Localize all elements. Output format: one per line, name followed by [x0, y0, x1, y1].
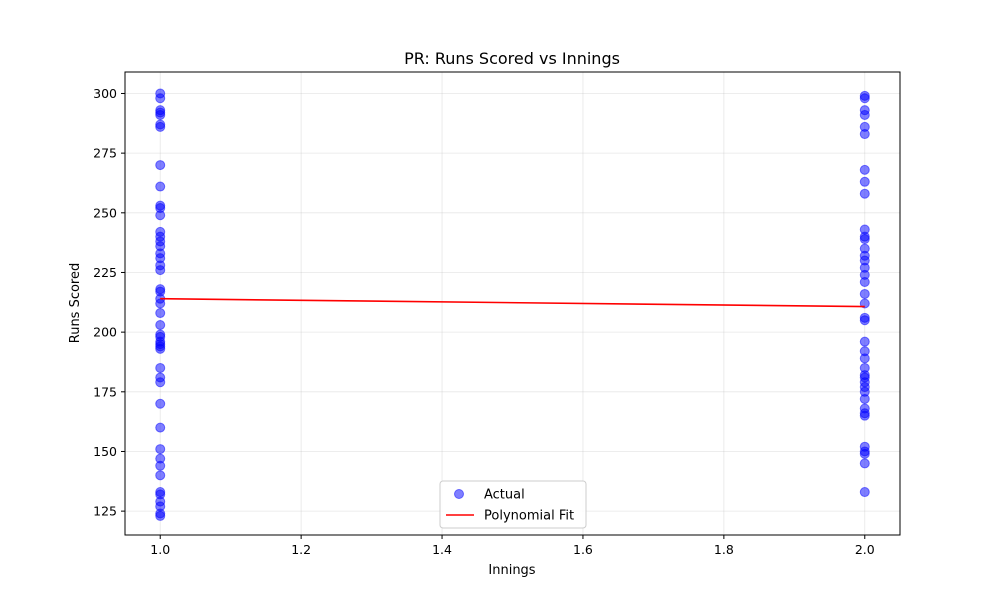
scatter-point	[155, 319, 166, 330]
y-tick-label: 225	[93, 265, 117, 280]
y-tick-label: 150	[93, 444, 117, 459]
scatter-point	[155, 422, 166, 433]
scatter-point	[859, 448, 870, 459]
y-tick-label: 250	[93, 205, 117, 220]
y-tick-label: 300	[93, 86, 117, 101]
scatter-point	[859, 277, 870, 288]
y-tick-label: 275	[93, 146, 117, 161]
legend-label: Actual	[484, 488, 525, 503]
scatter-point	[859, 93, 870, 104]
x-tick-label: 1.0	[150, 542, 170, 557]
scatter-point	[155, 470, 166, 481]
fit-lines	[160, 297, 865, 308]
y-tick-label: 200	[93, 325, 117, 340]
chart-title: PR: Runs Scored vs Innings	[404, 49, 620, 68]
scatter-point	[155, 160, 166, 171]
plot-frame	[124, 71, 901, 536]
y-tick-label: 175	[93, 384, 117, 399]
scatter-point	[859, 336, 870, 347]
plot-background	[125, 72, 900, 535]
x-tick-label: 1.4	[432, 542, 452, 557]
scatter-point	[859, 353, 870, 364]
scatter-point	[155, 343, 166, 354]
x-axis-label: Innings	[488, 563, 535, 578]
legend-marker	[454, 489, 464, 499]
x-tick-label: 1.8	[714, 542, 734, 557]
legend-label: Polynomial Fit	[484, 509, 574, 524]
x-tick-label: 1.6	[573, 542, 593, 557]
scatter-point	[155, 398, 166, 409]
x-tick-label: 1.2	[291, 542, 311, 557]
scatter-point	[155, 362, 166, 373]
scatter-point	[155, 444, 166, 455]
scatter-point	[155, 460, 166, 471]
scatter-point	[155, 93, 166, 104]
scatter-point	[859, 109, 870, 120]
scatter-point	[859, 298, 870, 309]
y-tick-label: 125	[93, 504, 117, 519]
scatter-points	[155, 88, 870, 521]
scatter-point	[859, 410, 870, 421]
plot-area	[124, 71, 901, 536]
scatter-point	[859, 164, 870, 175]
scatter-point	[155, 298, 166, 309]
scatter-point	[155, 181, 166, 192]
scatter-point	[155, 377, 166, 388]
scatter-point	[859, 129, 870, 140]
scatter-point	[859, 288, 870, 299]
scatter-point	[155, 265, 166, 276]
y-axis: 125 150 175 200 225 250 275 300	[93, 86, 125, 519]
scatter-point	[155, 210, 166, 221]
scatter-point	[155, 510, 166, 521]
x-axis: 1.0 1.2 1.4 1.6 1.8 2.0	[150, 535, 875, 557]
legend-box	[439, 480, 587, 529]
scatter-point	[859, 315, 870, 326]
scatter-point	[859, 393, 870, 404]
fit-line	[160, 297, 865, 308]
x-tick-label: 2.0	[855, 542, 875, 557]
scatter-point	[859, 487, 870, 498]
scatter-point	[859, 176, 870, 187]
scatter-point	[859, 188, 870, 199]
scatter-point	[155, 121, 166, 132]
scatter-point	[155, 109, 166, 120]
scatter-point	[859, 458, 870, 469]
scatter-point	[859, 234, 870, 245]
y-axis-label: Runs Scored	[68, 263, 83, 344]
scatter-point	[155, 308, 166, 319]
legend: Actual Polynomial Fit	[439, 480, 587, 529]
grid-lines	[125, 72, 900, 535]
